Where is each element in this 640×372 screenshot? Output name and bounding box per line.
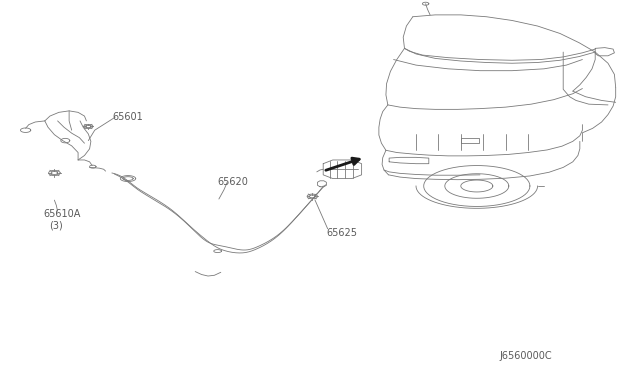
Text: 65625: 65625: [326, 228, 357, 237]
Text: 65620: 65620: [218, 177, 248, 187]
Text: (3): (3): [49, 220, 62, 230]
Text: 65610A: 65610A: [44, 209, 81, 219]
Text: J6560000C: J6560000C: [499, 352, 552, 361]
Text: 65601: 65601: [112, 112, 143, 122]
